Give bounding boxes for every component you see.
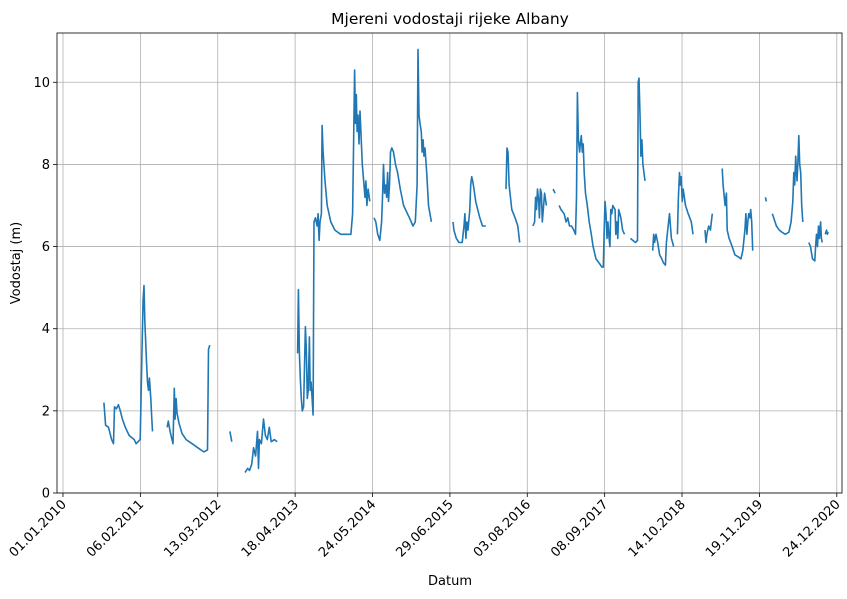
y-tick-label: 0 — [42, 487, 50, 502]
chart-title: Mjereni vodostaji rijeke Albany — [331, 10, 569, 28]
series-line-segment — [704, 213, 714, 244]
series-line-segment — [505, 147, 521, 243]
series-line-segment — [244, 418, 278, 473]
series-line-segment — [651, 212, 675, 266]
series-line-segment — [552, 188, 556, 194]
series-line-segment — [764, 197, 768, 202]
series-line-segment — [721, 168, 754, 260]
series-line-segment — [229, 431, 233, 442]
y-tick-label: 6 — [42, 240, 50, 255]
series-line-segment — [452, 175, 486, 244]
y-tick-label: 10 — [33, 76, 50, 91]
y-tick-label: 8 — [42, 158, 50, 173]
series-line-segment — [629, 77, 646, 244]
series-line-segment — [676, 171, 694, 235]
grid — [57, 33, 842, 494]
y-axis-label: Vodostaj (m) — [9, 222, 24, 304]
series-line-segment — [532, 188, 548, 227]
series-line-segment — [824, 229, 830, 236]
y-tick-label: 2 — [42, 404, 50, 419]
series-line-segment — [373, 48, 433, 242]
y-tick-label: 4 — [42, 322, 50, 337]
series-line-segment — [558, 91, 626, 268]
series-line-segment — [296, 69, 371, 416]
series-line-segment — [771, 134, 804, 236]
x-axis-label: Datum — [428, 574, 472, 589]
series-line-segment — [103, 284, 154, 445]
series-line-segment — [808, 221, 824, 262]
y-axis: 0 2 4 6 8 10 — [33, 76, 57, 502]
series-line-segment — [166, 344, 211, 453]
series-lines — [103, 48, 830, 473]
